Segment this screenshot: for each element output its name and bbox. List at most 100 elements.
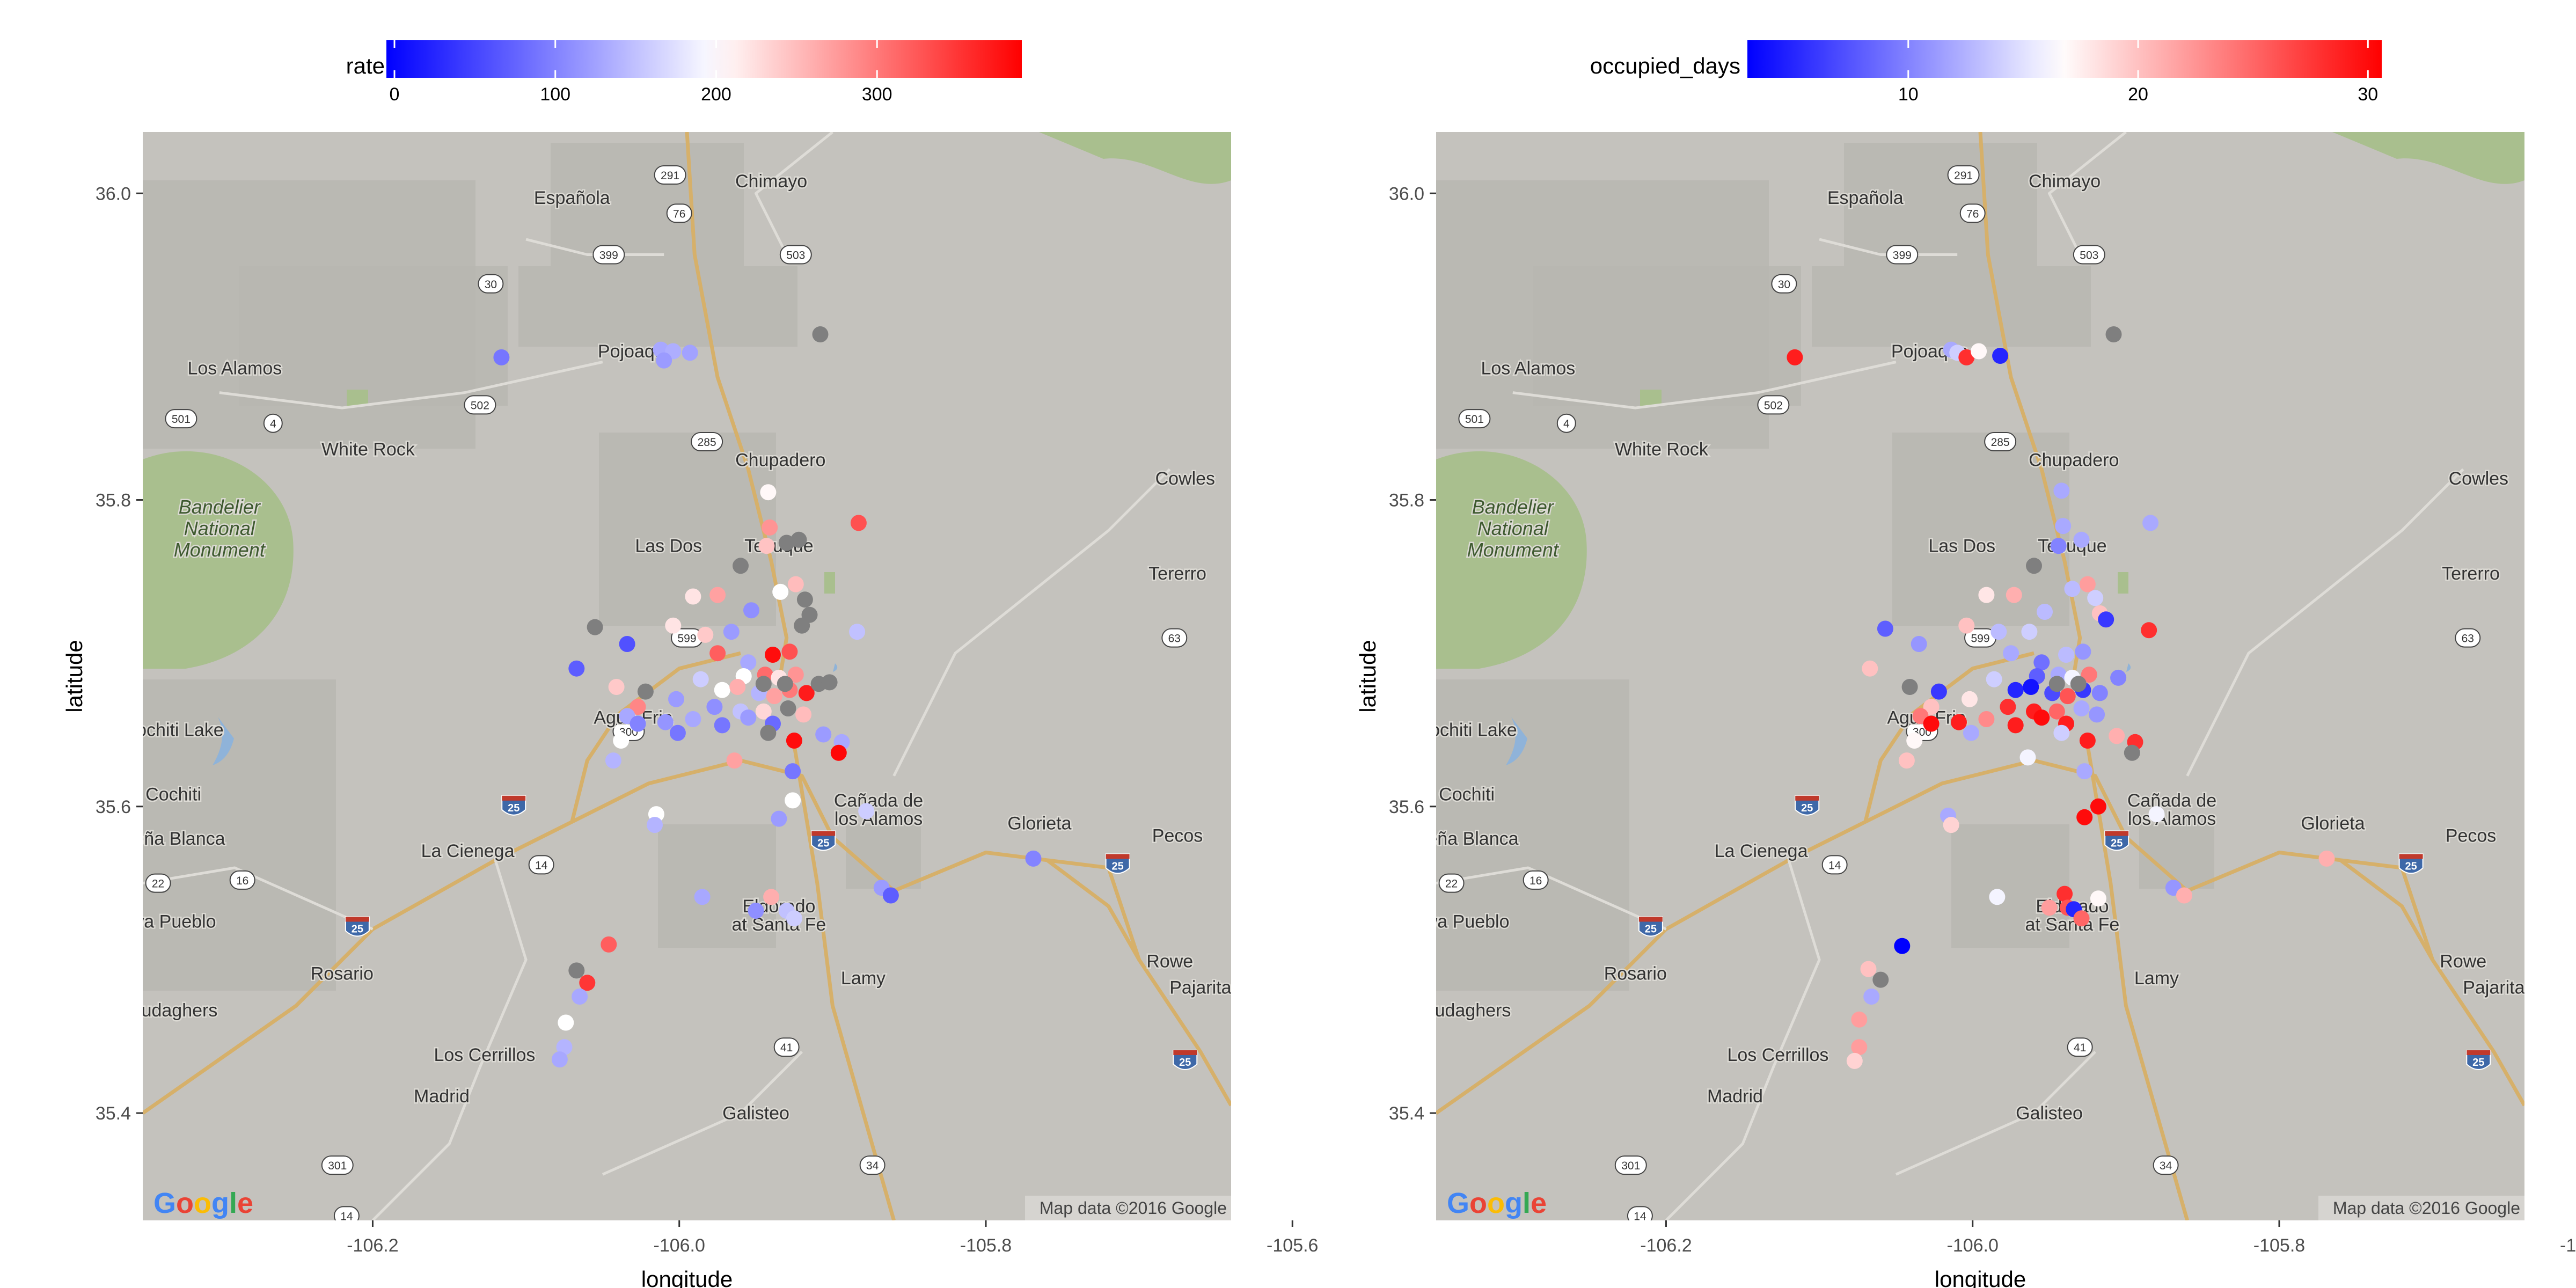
place-label: Peña Blanca (122, 829, 225, 849)
data-point (2081, 667, 2097, 683)
place-label: Cowles (1155, 469, 1215, 489)
place-label: Las Dos (1928, 536, 1995, 557)
highway (1436, 758, 2524, 1115)
place-label: White Rock (1615, 440, 1709, 460)
shield-label: 503 (2080, 250, 2098, 262)
data-point (758, 538, 775, 554)
forest-area (1039, 132, 1231, 184)
x-axis-label: longitude (1935, 1267, 2026, 1288)
place-label: los Alamos (835, 809, 923, 829)
data-point (2076, 763, 2093, 780)
place-label: Cochiti (145, 784, 201, 804)
data-point (2023, 679, 2039, 695)
place-label: los Alamos (2128, 809, 2216, 829)
data-point (1872, 971, 1889, 988)
data-point (630, 699, 646, 715)
park-patch (2118, 572, 2128, 594)
local-road (1819, 238, 1958, 256)
route-shield: 25 (1795, 795, 1820, 816)
land-parcel (658, 824, 776, 948)
shield-label: 30 (1778, 279, 1790, 291)
x-tick-label: -106.2 (1640, 1235, 1692, 1256)
shield-label: 41 (2074, 1042, 2086, 1054)
route-shield: 30 (1771, 274, 1797, 294)
colorbar-tick-label: 20 (2128, 84, 2148, 105)
shield-body (333, 1206, 360, 1220)
data-point (1989, 889, 2006, 905)
land-parcel (1844, 143, 2037, 266)
shield-label: 16 (1529, 875, 1542, 887)
place-label: Chupadero (735, 450, 825, 471)
data-point (772, 583, 789, 600)
y-tick-label: 36.0 (1389, 184, 1424, 204)
data-point (787, 576, 804, 592)
shield-label: 25 (508, 802, 519, 814)
data-point (777, 676, 793, 692)
data-point (1963, 724, 1979, 741)
data-point (709, 645, 726, 662)
shield-body (1458, 409, 1491, 429)
legend-title: occupied_days (1590, 53, 1740, 78)
shield-label: 30 (485, 279, 497, 291)
route-shield: 502 (1757, 395, 1790, 415)
place-label: Cañada de (834, 791, 923, 811)
route-shield: 25 (1105, 853, 1130, 874)
y-tick-label: 35.4 (1389, 1103, 1424, 1124)
data-point (619, 636, 635, 652)
interstate-shield (1795, 795, 1820, 816)
shield-label: 63 (2462, 633, 2474, 645)
data-point (1930, 683, 1947, 700)
shield-label: 25 (352, 923, 363, 935)
data-point (685, 588, 701, 605)
colorbar-tick-label: 0 (390, 84, 400, 105)
place-label: Los Alamos (187, 358, 282, 378)
data-point (608, 679, 625, 695)
y-tick-label: 35.6 (1389, 797, 1424, 817)
shield-body (654, 165, 686, 185)
x-tick-label: -105.8 (960, 1235, 1012, 1256)
data-point (1911, 636, 1927, 652)
data-point (1906, 733, 1923, 749)
route-shield: 22 (1438, 873, 1465, 893)
shield-body (1161, 628, 1188, 648)
shield-label: 25 (2111, 837, 2123, 849)
route-shield: 63 (2455, 628, 2481, 648)
data-point (1971, 343, 1987, 360)
place-label: Las Dos (635, 536, 702, 557)
place-label: Cañada de (2127, 791, 2216, 811)
shield-label: 14 (1828, 859, 1841, 872)
shield-label: 503 (786, 250, 805, 262)
data-point (760, 724, 777, 741)
data-point (2098, 611, 2114, 628)
route-shield: 291 (654, 165, 686, 185)
place-label: Bandelier (179, 496, 261, 518)
data-point (771, 810, 787, 827)
shield-label: 599 (1971, 633, 1989, 645)
colorbar-tick-label: 30 (2358, 84, 2378, 105)
interstate-shield (345, 916, 370, 937)
local-road (143, 866, 374, 931)
place-label: Madrid (414, 1086, 470, 1107)
data-point (572, 989, 588, 1005)
data-point (760, 484, 777, 501)
shield-label: 502 (471, 399, 489, 412)
map-panel-1: 291 76 399 503 30 502 501 4 285 599 63 300 25 25 14 25 2… (62, 40, 1318, 1288)
data-point (2053, 724, 2070, 741)
data-point (2033, 654, 2050, 671)
data-point (682, 345, 698, 361)
place-label: Los Cerrillos (434, 1045, 535, 1065)
place-label: National (1477, 517, 1549, 539)
data-point (637, 683, 654, 700)
attribution-box (1025, 1196, 1231, 1220)
data-point (551, 1051, 568, 1068)
interstate-band (2105, 831, 2129, 836)
highway (2085, 744, 2189, 1220)
data-point (714, 682, 730, 698)
interstate-shield (1638, 916, 1663, 937)
route-shield: 25 (2104, 830, 2129, 851)
place-label: at Santa Fe (2025, 914, 2119, 935)
place-label: Rowe (2440, 952, 2486, 972)
shield-body (478, 274, 504, 294)
